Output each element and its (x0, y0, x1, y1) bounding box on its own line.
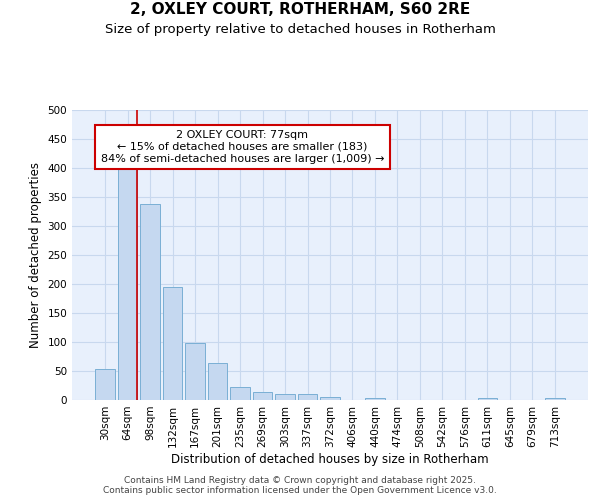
Bar (253, 392, 272, 400)
Bar (185, 343, 205, 400)
Bar (163, 287, 182, 400)
Bar (140, 204, 160, 400)
Text: Contains HM Land Registry data © Crown copyright and database right 2025.
Contai: Contains HM Land Registry data © Crown c… (103, 476, 497, 495)
Y-axis label: Number of detached properties: Number of detached properties (29, 162, 42, 348)
Bar (118, 160, 137, 400)
X-axis label: Distribution of detached houses by size in Rotherham: Distribution of detached houses by size … (171, 452, 489, 466)
Bar (275, 394, 295, 400)
Bar (298, 394, 317, 400)
Bar (545, 398, 565, 400)
Text: Size of property relative to detached houses in Rotherham: Size of property relative to detached ho… (104, 22, 496, 36)
Text: 2 OXLEY COURT: 77sqm
← 15% of detached houses are smaller (183)
84% of semi-deta: 2 OXLEY COURT: 77sqm ← 15% of detached h… (101, 130, 384, 164)
Bar (208, 364, 227, 400)
Bar (478, 398, 497, 400)
Bar (230, 386, 250, 400)
Bar (320, 396, 340, 400)
Bar (365, 398, 385, 400)
Text: 2, OXLEY COURT, ROTHERHAM, S60 2RE: 2, OXLEY COURT, ROTHERHAM, S60 2RE (130, 2, 470, 18)
Bar (95, 370, 115, 400)
